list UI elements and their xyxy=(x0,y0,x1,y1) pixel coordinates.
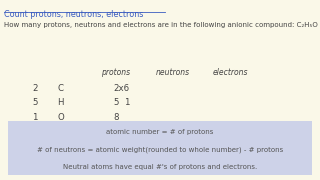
FancyBboxPatch shape xyxy=(0,118,320,177)
Text: How many protons, neutrons and electrons are in the following anionic compound: : How many protons, neutrons and electrons… xyxy=(4,22,320,28)
Text: H: H xyxy=(58,98,64,107)
Text: Count protons, neutrons, electrons: Count protons, neutrons, electrons xyxy=(4,10,144,19)
Text: neutrons: neutrons xyxy=(156,68,190,77)
Text: O: O xyxy=(58,112,64,122)
Text: C: C xyxy=(58,84,64,93)
Text: atomic number = # of protons: atomic number = # of protons xyxy=(106,129,214,136)
Text: 2x6: 2x6 xyxy=(114,84,130,93)
Text: 5: 5 xyxy=(32,98,37,107)
Text: 5  1: 5 1 xyxy=(114,98,130,107)
Text: Neutral atoms have equal #'s of protons and electrons.: Neutral atoms have equal #'s of protons … xyxy=(63,164,257,170)
Text: electrons: electrons xyxy=(213,68,248,77)
Text: 2: 2 xyxy=(32,84,37,93)
Text: protons: protons xyxy=(100,68,130,77)
Text: 1: 1 xyxy=(32,112,37,122)
Text: # of neutrons = atomic weight(rounded to whole number) - # protons: # of neutrons = atomic weight(rounded to… xyxy=(37,147,283,153)
Text: 8: 8 xyxy=(114,112,119,122)
